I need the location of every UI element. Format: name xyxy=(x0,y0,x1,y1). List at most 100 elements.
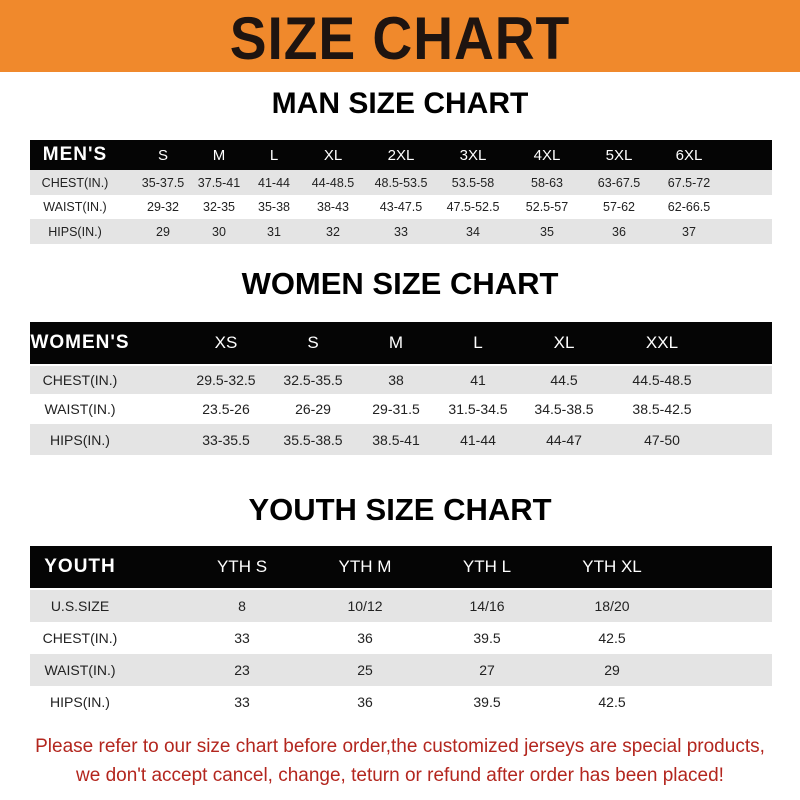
table-cell: 41-44 xyxy=(258,175,290,190)
title-banner: SIZE CHART xyxy=(0,0,800,72)
size-column-header: L xyxy=(269,146,279,164)
table-cell: 32.5-35.5 xyxy=(283,372,343,388)
measurement-label: WAIST(IN.) xyxy=(43,200,107,214)
table-cell: 30 xyxy=(212,224,226,239)
table-cell: 27 xyxy=(479,662,495,678)
table-cell: 34.5-38.5 xyxy=(534,401,594,417)
table-row: CHEST(IN.) 33 36 39.5 42.5 xyxy=(30,622,772,654)
table-cell: 47.5-52.5 xyxy=(446,200,500,214)
table-cell: 18/20 xyxy=(594,598,630,614)
table-cell: 57-62 xyxy=(603,200,635,214)
table-cell: 10/12 xyxy=(347,598,383,614)
table-cell: 35-37.5 xyxy=(141,175,185,190)
table-label-header: MEN'S xyxy=(42,144,108,165)
table-row: WAIST(IN.) 23.5-26 26-29 29-31.5 31.5-34.5 34… xyxy=(30,394,772,424)
size-column-header: XL xyxy=(323,146,343,164)
men-section-title: MAN SIZE CHART xyxy=(271,87,529,120)
youth-header-row: YOUTH YTH S YTH M YTH L YTH XL xyxy=(30,546,772,588)
table-row: WAIST(IN.) 23 25 27 29 xyxy=(30,654,772,686)
table-cell: 53.5-58 xyxy=(451,175,495,190)
size-column-header: XXL xyxy=(645,333,679,352)
women-section-title: WOMEN SIZE CHART xyxy=(241,266,559,301)
table-cell: 52.5-57 xyxy=(525,200,569,214)
table-cell: 26-29 xyxy=(295,401,331,417)
table-cell: 33 xyxy=(234,630,250,646)
size-column-header: XS xyxy=(214,333,238,352)
table-cell: 48.5-53.5 xyxy=(374,175,428,190)
table-row: HIPS(IN.) 33 36 39.5 42.5 xyxy=(30,686,772,718)
table-row: U.S.SIZE 8 10/12 14/16 18/20 xyxy=(30,590,772,622)
table-cell: 42.5 xyxy=(598,630,626,646)
women-header-row: WOMEN'S XS S M L XL XXL xyxy=(30,322,772,364)
measurement-label: CHEST(IN.) xyxy=(41,175,109,190)
table-row: WAIST(IN.) 29-32 32-35 35-38 38-43 43-47.5 47.… xyxy=(30,195,772,219)
table-cell: 23.5-26 xyxy=(202,401,250,417)
measurement-label: U.S.SIZE xyxy=(50,598,110,614)
size-column-header: YTH L xyxy=(462,557,512,576)
size-column-header: 2XL xyxy=(387,146,415,164)
measurement-label: WAIST(IN.) xyxy=(44,401,116,417)
notice-line-1: Please refer to our size chart before or… xyxy=(35,736,765,757)
table-cell: 29 xyxy=(156,224,170,239)
table-cell: 43-47.5 xyxy=(379,200,423,214)
table-cell: 37.5-41 xyxy=(197,175,241,190)
table-cell: 47-50 xyxy=(644,431,680,448)
measurement-label: CHEST(IN.) xyxy=(42,630,118,646)
table-row: HIPS(IN.) 29 30 31 32 33 34 35 36 37 xyxy=(30,219,772,244)
table-cell: 29 xyxy=(604,662,620,678)
table-cell: 14/16 xyxy=(469,598,505,614)
table-cell: 39.5 xyxy=(473,630,501,646)
table-cell: 41-44 xyxy=(460,431,496,448)
size-column-header: 6XL xyxy=(675,146,703,164)
table-cell: 25 xyxy=(357,662,373,678)
table-cell: 35.5-38.5 xyxy=(283,431,343,448)
table-cell: 42.5 xyxy=(598,694,626,710)
men-header-row: MEN'S S M L XL 2XL 3XL 4XL 5XL 6XL xyxy=(30,140,772,170)
table-cell: 38-43 xyxy=(317,200,349,214)
size-column-header: YTH S xyxy=(216,557,268,576)
table-cell: 58-63 xyxy=(531,175,563,190)
table-cell: 32-35 xyxy=(203,200,235,214)
table-cell: 37 xyxy=(682,224,696,239)
table-cell: 31 xyxy=(267,224,281,239)
table-cell: 38 xyxy=(388,372,404,388)
table-cell: 33-35.5 xyxy=(202,431,250,448)
table-cell: 29.5-32.5 xyxy=(196,372,256,388)
measurement-label: HIPS(IN.) xyxy=(50,694,110,710)
size-column-header: S xyxy=(307,333,319,352)
notice-line-2: we don't accept cancel, change, teturn o… xyxy=(76,765,724,786)
size-column-header: M xyxy=(388,333,404,352)
table-cell: 34 xyxy=(466,224,480,239)
table-cell: 29-31.5 xyxy=(372,401,420,417)
table-cell: 44.5 xyxy=(550,372,578,388)
table-cell: 44-48.5 xyxy=(311,175,355,190)
table-cell: 33 xyxy=(234,694,250,710)
table-cell: 36 xyxy=(612,224,626,239)
measurement-label: HIPS(IN.) xyxy=(48,224,102,239)
table-cell: 32 xyxy=(326,224,340,239)
table-cell: 36 xyxy=(357,630,373,646)
size-column-header: M xyxy=(212,146,226,164)
table-cell: 29-32 xyxy=(147,200,179,214)
table-cell: 36 xyxy=(357,694,373,710)
table-cell: 35 xyxy=(540,224,554,239)
table-cell: 41 xyxy=(470,372,486,388)
table-row: CHEST(IN.) 35-37.5 37.5-41 41-44 44-48.5 48.5… xyxy=(30,170,772,195)
measurement-label: HIPS(IN.) xyxy=(50,431,110,448)
table-label-header: YOUTH xyxy=(44,556,116,577)
size-column-header: 4XL xyxy=(533,146,561,164)
table-cell: 44.5-48.5 xyxy=(632,372,692,388)
page-title: SIZE CHART xyxy=(229,5,571,72)
table-cell: 38.5-41 xyxy=(372,431,420,448)
table-cell: 31.5-34.5 xyxy=(448,401,508,417)
size-column-header: XL xyxy=(553,333,575,352)
size-column-header: 5XL xyxy=(605,146,633,164)
size-column-header: YTH M xyxy=(338,557,392,576)
table-row: HIPS(IN.) 33-35.5 35.5-38.5 38.5-41 41-44 44-… xyxy=(30,424,772,455)
measurement-label: WAIST(IN.) xyxy=(44,662,116,678)
table-cell: 67.5-72 xyxy=(667,175,711,190)
table-cell: 23 xyxy=(234,662,250,678)
table-cell: 35-38 xyxy=(258,200,290,214)
size-column-header: L xyxy=(473,333,483,352)
